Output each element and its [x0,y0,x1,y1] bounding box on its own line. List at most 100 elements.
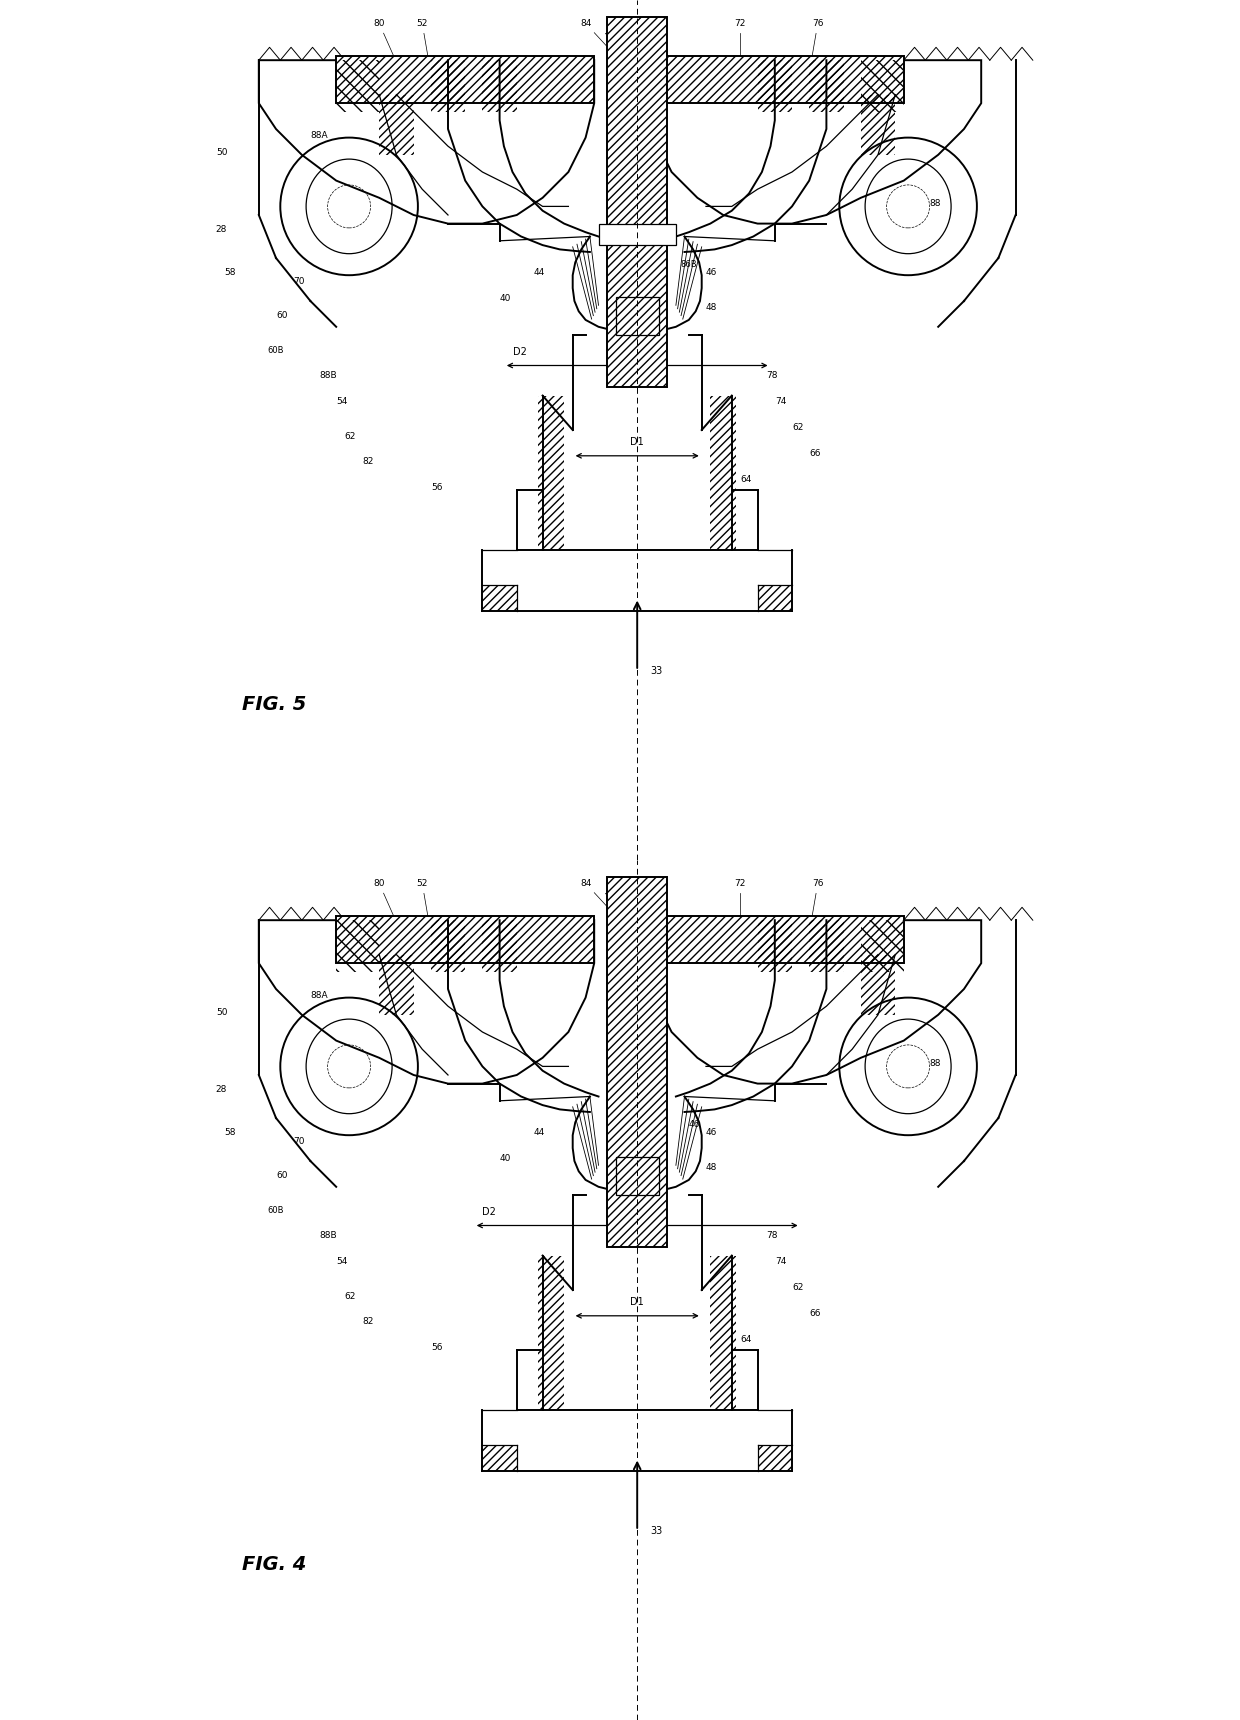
Bar [430,920,465,972]
Text: 46: 46 [688,1120,701,1128]
Text: 76: 76 [810,19,823,71]
Text: 60: 60 [277,311,288,320]
Bar [379,95,414,155]
Text: 28: 28 [216,225,227,234]
Text: 28: 28 [216,1085,227,1094]
Text: 60: 60 [277,1171,288,1180]
Bar [758,60,792,112]
Bar [336,57,594,103]
Bar [616,1156,658,1195]
Text: 40: 40 [500,1154,511,1163]
Text: 88B: 88B [319,1232,336,1240]
Text: 80: 80 [373,879,404,939]
Polygon shape [259,60,594,224]
Text: 36: 36 [657,879,668,913]
Text: 36: 36 [657,19,668,53]
Bar [336,920,379,972]
Text: 64: 64 [740,1335,751,1343]
Bar [336,917,594,963]
Bar [430,60,465,112]
Text: 60B: 60B [268,1206,284,1214]
Text: 50: 50 [216,148,227,157]
Bar [336,57,594,103]
Text: 88B: 88B [319,372,336,380]
Text: 64: 64 [740,475,751,483]
Bar [861,95,895,155]
Text: 84: 84 [580,19,614,53]
Text: 48: 48 [706,303,718,311]
Text: D2: D2 [482,1207,496,1218]
Text: 74: 74 [775,1257,786,1266]
Bar [379,955,414,1015]
Text: 86: 86 [663,234,675,243]
Bar [616,1156,658,1195]
Bar [482,1445,517,1471]
Text: 62: 62 [345,1292,356,1300]
Text: 72: 72 [735,879,746,931]
Text: 72: 72 [735,19,746,71]
Bar [758,585,792,611]
Bar [861,955,895,1015]
Text: 58: 58 [224,1128,236,1137]
Text: 56: 56 [430,1343,443,1352]
Text: 40: 40 [500,294,511,303]
Bar [810,60,843,112]
Text: D1: D1 [630,1297,644,1307]
Bar [482,585,517,611]
Text: 52: 52 [417,879,430,931]
Text: 84: 84 [580,879,614,913]
Text: 54: 54 [336,1257,347,1266]
Text: 86: 86 [655,1060,666,1068]
Text: 62: 62 [792,1283,804,1292]
Polygon shape [646,920,981,1084]
Bar [336,60,379,112]
Text: 70: 70 [293,277,305,286]
Text: 44: 44 [534,1128,546,1137]
Bar [616,296,658,335]
Bar [599,224,676,244]
Text: 48: 48 [706,1163,718,1171]
Text: 88: 88 [930,200,941,208]
Text: 88: 88 [930,1060,941,1068]
Bar [616,296,658,335]
Text: 46: 46 [706,1128,718,1137]
Text: 70: 70 [293,1137,305,1146]
Text: 82: 82 [362,1318,373,1326]
Bar [608,877,667,1247]
Bar [861,920,904,972]
Text: 86B: 86B [681,260,697,268]
Text: 66: 66 [810,1309,821,1318]
Bar [711,1256,737,1410]
Text: 60B: 60B [268,346,284,354]
Text: 33: 33 [650,1526,662,1536]
Bar [758,920,792,972]
Text: 33: 33 [650,666,662,676]
Text: 62: 62 [345,432,356,440]
Bar [711,396,737,550]
Text: 46: 46 [706,268,718,277]
Text: 88A: 88A [310,991,329,999]
Bar [482,60,517,112]
Text: 50: 50 [216,1008,227,1017]
Bar [336,917,594,963]
Text: 56: 56 [430,483,443,492]
Text: FIG. 4: FIG. 4 [242,1555,306,1574]
Text: D2: D2 [512,347,526,358]
Text: 44: 44 [534,268,546,277]
Text: 54: 54 [336,397,347,406]
Bar [810,920,843,972]
Bar [861,60,904,112]
Bar [608,877,667,1247]
Text: 76: 76 [810,879,823,931]
Text: 78: 78 [766,372,777,380]
Text: FIG. 5: FIG. 5 [242,695,306,714]
Bar [538,1256,564,1410]
Text: D1: D1 [630,437,644,447]
Bar [758,1445,792,1471]
Bar [608,17,667,387]
Text: 58: 58 [224,268,236,277]
Bar [608,17,667,387]
Text: 74: 74 [775,397,786,406]
Text: A: A [625,17,632,31]
Bar [646,917,904,963]
